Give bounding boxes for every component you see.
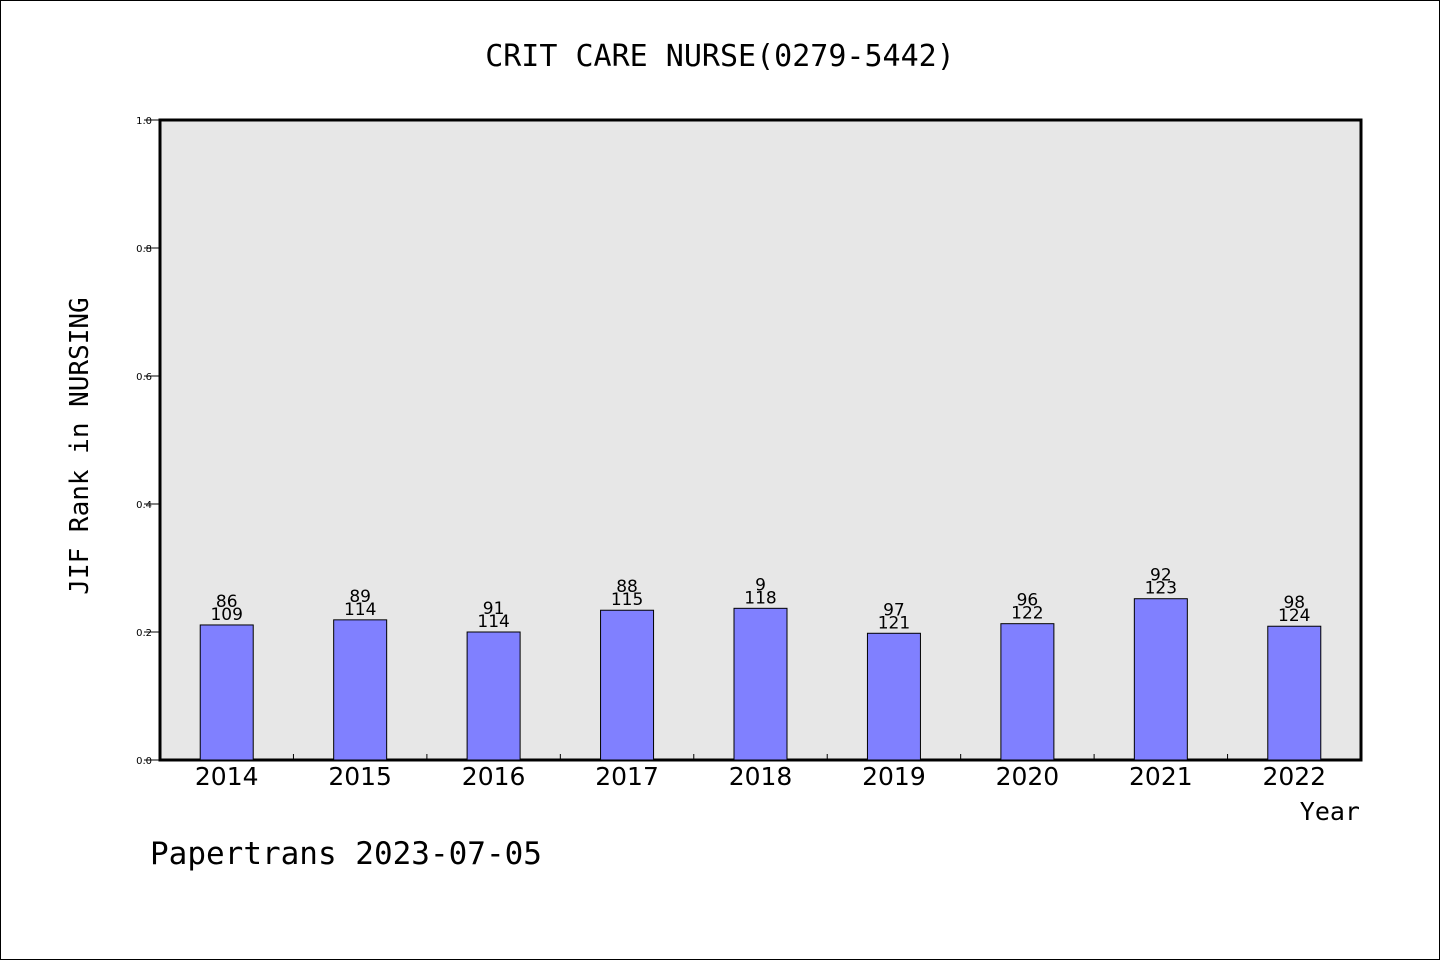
- bar-total-label: 121: [878, 613, 910, 633]
- bar-total-label: 109: [210, 605, 242, 625]
- y-tick-label: 0.2: [136, 628, 152, 639]
- x-tick-label: 2021: [1129, 762, 1193, 791]
- x-tick-label: 2015: [328, 762, 392, 791]
- bar-total-label: 124: [1278, 606, 1310, 626]
- bar: [1267, 625, 1322, 761]
- y-axis: 0.0 0.2 0.4 0.6 0.8 1.0: [136, 116, 160, 767]
- bar: [1000, 623, 1055, 761]
- bar-rank-label: 89: [349, 587, 371, 607]
- y-tick-label: 0.6: [136, 372, 152, 383]
- bar-total-label: 118: [744, 588, 776, 608]
- x-tick-label: 2022: [1262, 762, 1326, 791]
- bar-rank-label: 88: [616, 577, 638, 597]
- bar: [199, 624, 254, 761]
- x-tick-label: 2019: [862, 762, 926, 791]
- bar-total-label: 123: [1145, 579, 1177, 599]
- bar: [1133, 598, 1188, 761]
- x-tick-label: 2016: [462, 762, 526, 791]
- x-tick-label: 2018: [729, 762, 793, 791]
- bar-rank-label: 91: [483, 599, 505, 619]
- bar-total-label: 114: [344, 600, 376, 620]
- bar: [600, 609, 655, 761]
- x-tick-label: 2020: [996, 762, 1060, 791]
- y-tick-label: 0.4: [136, 500, 152, 511]
- y-tick-label: 0.8: [136, 244, 152, 255]
- y-axis-label: JIF Rank in NURSING: [65, 297, 95, 594]
- y-tick-label: 0.0: [136, 756, 152, 767]
- x-tick-label: 2014: [195, 762, 259, 791]
- x-axis: 2014 2015 2016 2017 2018 2019 2020 2021 2022: [195, 754, 1326, 791]
- bar: [333, 619, 388, 761]
- bar-rank-label: 86: [216, 592, 238, 612]
- bar-total-label: 122: [1011, 604, 1043, 624]
- bar-rank-label: 96: [1017, 591, 1039, 611]
- footer-credit: Papertrans 2023-07-05: [150, 836, 542, 872]
- bar: [733, 607, 788, 761]
- bar-rank-label: 98: [1283, 593, 1305, 613]
- x-axis-label: Year: [1300, 797, 1360, 826]
- bar-total-label: 114: [477, 612, 509, 632]
- chart-title: CRIT CARE NURSE(0279-5442): [485, 39, 955, 74]
- bar-rank-label: 92: [1150, 566, 1172, 586]
- x-tick-label: 2017: [595, 762, 659, 791]
- bar: [466, 631, 521, 761]
- bar-total-label: 115: [611, 590, 643, 610]
- y-tick-label: 1.0: [136, 116, 152, 127]
- bar-rank-label: 9: [755, 575, 766, 595]
- bar: [866, 632, 921, 761]
- bar-rank-label: 97: [883, 600, 905, 620]
